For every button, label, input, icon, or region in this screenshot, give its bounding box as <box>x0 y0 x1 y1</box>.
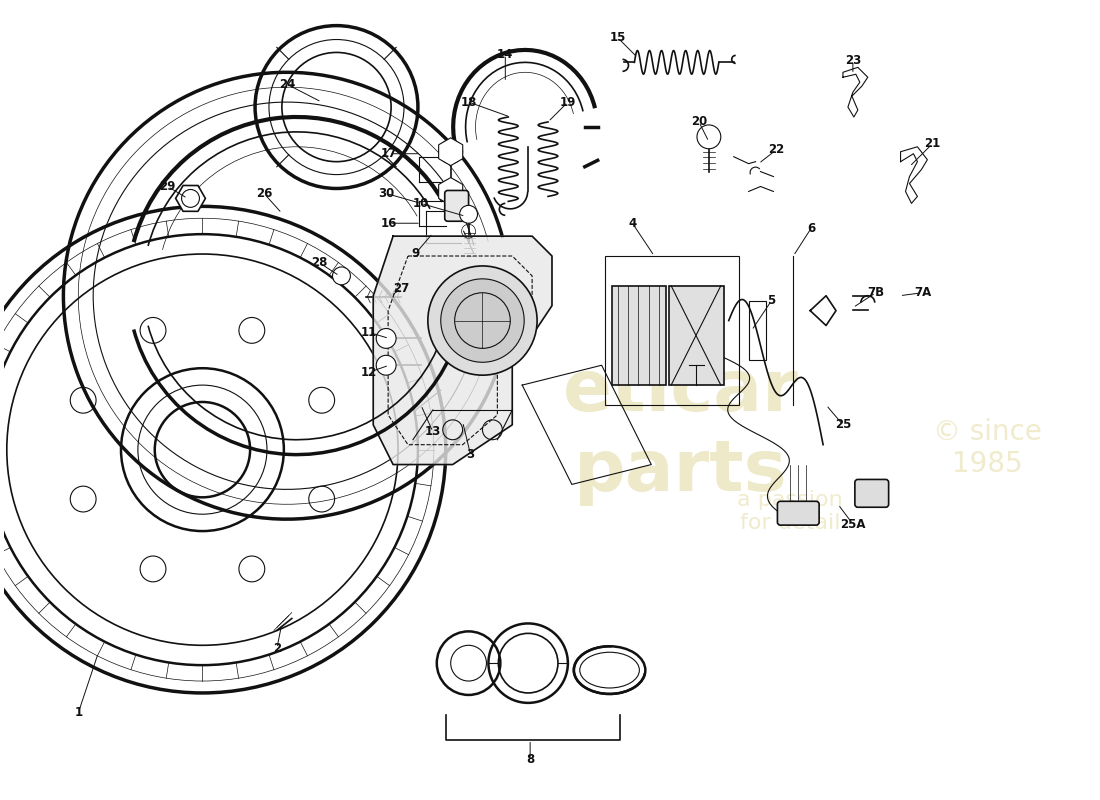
Text: 14: 14 <box>497 48 514 61</box>
Text: 25A: 25A <box>840 518 866 530</box>
Text: 13: 13 <box>425 426 441 438</box>
Circle shape <box>376 329 396 348</box>
FancyBboxPatch shape <box>444 190 469 222</box>
Text: 22: 22 <box>768 143 784 156</box>
Text: 12: 12 <box>361 366 377 378</box>
Text: 30: 30 <box>378 187 394 200</box>
Text: 29: 29 <box>160 180 176 193</box>
Text: 24: 24 <box>278 78 295 90</box>
Text: 4: 4 <box>628 217 637 230</box>
Text: eticar
parts: eticar parts <box>563 358 799 506</box>
Circle shape <box>376 355 396 375</box>
Circle shape <box>428 266 537 375</box>
FancyBboxPatch shape <box>669 286 724 385</box>
Text: 26: 26 <box>256 187 272 200</box>
Text: © since
1985: © since 1985 <box>933 418 1042 478</box>
Text: 7A: 7A <box>914 286 931 299</box>
Text: 3: 3 <box>466 448 474 461</box>
Circle shape <box>441 279 525 362</box>
Bar <box>605 256 739 405</box>
FancyBboxPatch shape <box>778 502 820 525</box>
Text: 23: 23 <box>845 54 861 67</box>
Text: 10: 10 <box>412 197 429 210</box>
Text: 2: 2 <box>273 642 280 654</box>
Text: 18: 18 <box>461 95 476 109</box>
Text: 7B: 7B <box>867 286 884 299</box>
Text: a passion
for detail: a passion for detail <box>737 490 844 533</box>
Text: 19: 19 <box>560 95 576 109</box>
Circle shape <box>332 267 351 285</box>
Text: 16: 16 <box>381 217 397 230</box>
Polygon shape <box>373 236 552 465</box>
FancyBboxPatch shape <box>855 479 889 507</box>
Circle shape <box>697 125 720 149</box>
FancyBboxPatch shape <box>612 286 667 385</box>
Text: 27: 27 <box>393 282 409 295</box>
Text: 11: 11 <box>361 326 377 339</box>
Text: 8: 8 <box>526 753 535 766</box>
Text: 21: 21 <box>924 138 940 150</box>
Text: 15: 15 <box>609 31 626 44</box>
Text: 17: 17 <box>381 147 397 160</box>
Text: 5: 5 <box>768 294 776 307</box>
Text: 25: 25 <box>835 418 851 431</box>
Text: 28: 28 <box>311 257 328 270</box>
Circle shape <box>460 206 477 223</box>
Text: 9: 9 <box>411 246 420 259</box>
Text: 6: 6 <box>807 222 815 234</box>
Text: 1: 1 <box>74 706 82 719</box>
Text: 20: 20 <box>691 115 707 129</box>
